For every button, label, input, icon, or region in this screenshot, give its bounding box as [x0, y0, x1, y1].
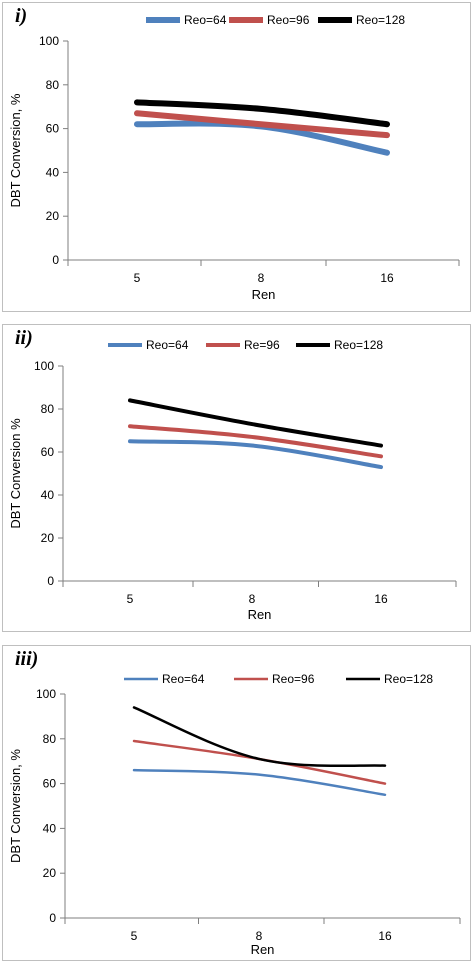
y-tick-label: 20: [46, 209, 60, 223]
x-axis-title: Ren: [248, 607, 272, 622]
chart-panel-2: ii) 0 20 40 60 80 100 5 8 16 Ren DBT Conversion % R…: [2, 324, 471, 632]
legend-label: Reo=64: [146, 338, 189, 352]
y-tick-label: 40: [43, 821, 57, 835]
series-line-reo-64: [132, 768, 387, 797]
y-tick-label: 60: [43, 777, 57, 791]
y-tick-label: 20: [41, 531, 55, 545]
x-axis-title: Ren: [251, 942, 275, 957]
legend-label: Reo=64: [162, 672, 205, 686]
y-tick-label: 40: [46, 165, 60, 179]
series-line-reo-128: [132, 706, 387, 768]
y-tick-label: 100: [36, 687, 56, 701]
x-tick-label: 8: [256, 929, 263, 943]
y-tick-label: 60: [46, 122, 60, 136]
series-line-reo-96: [132, 739, 387, 785]
series-line-reo-128: [128, 398, 383, 448]
x-tick-label: 16: [378, 929, 392, 943]
y-tick-label: 80: [43, 732, 57, 746]
legend-label: Reo=64: [184, 13, 227, 27]
y-tick-label: 0: [52, 253, 59, 267]
legend-label: Re=96: [244, 338, 280, 352]
panel-label: ii): [15, 327, 33, 349]
chart-panel-1: i) 0 20 40 60 80 100 5 8 16 Ren DBT Conversion, % R…: [2, 2, 471, 312]
x-tick-label: 5: [131, 929, 138, 943]
series-line-reo-64: [128, 439, 383, 470]
series-line-reo-128: [134, 99, 390, 128]
x-tick-label: 16: [374, 592, 388, 606]
legend-label: Reo=128: [334, 338, 383, 352]
x-tick-label: 8: [258, 271, 265, 285]
panel-label: i): [15, 5, 28, 27]
x-axis-title: Ren: [252, 287, 276, 302]
y-axis-title: DBT Conversion %: [8, 418, 23, 529]
legend-label: Reo=128: [356, 13, 405, 27]
y-axis-title: DBT Conversion, %: [8, 749, 23, 863]
chart-panel-3: iii) 0 20 40 60 80 100 5 8 16 Ren DBT Conversion, …: [2, 645, 471, 961]
legend-label: Reo=96: [267, 13, 310, 27]
panel-label: iii): [15, 648, 39, 670]
y-tick-label: 0: [47, 574, 54, 588]
series-line-re-96: [128, 424, 383, 459]
y-axis-title: DBT Conversion, %: [8, 93, 23, 207]
legend-label: Reo=96: [272, 672, 315, 686]
x-tick-label: 5: [134, 271, 141, 285]
series-line-reo-64: [134, 120, 390, 156]
y-tick-label: 0: [49, 911, 56, 925]
y-tick-label: 40: [41, 488, 55, 502]
y-tick-label: 60: [41, 445, 55, 459]
series-line-reo-96: [134, 110, 390, 139]
x-tick-label: 5: [127, 592, 134, 606]
x-tick-label: 16: [380, 271, 394, 285]
y-tick-label: 100: [34, 359, 54, 373]
legend-label: Reo=128: [384, 672, 433, 686]
y-tick-label: 80: [41, 402, 55, 416]
x-tick-label: 8: [249, 592, 256, 606]
y-tick-label: 100: [39, 34, 59, 48]
y-tick-label: 20: [43, 866, 57, 880]
y-tick-label: 80: [46, 78, 60, 92]
